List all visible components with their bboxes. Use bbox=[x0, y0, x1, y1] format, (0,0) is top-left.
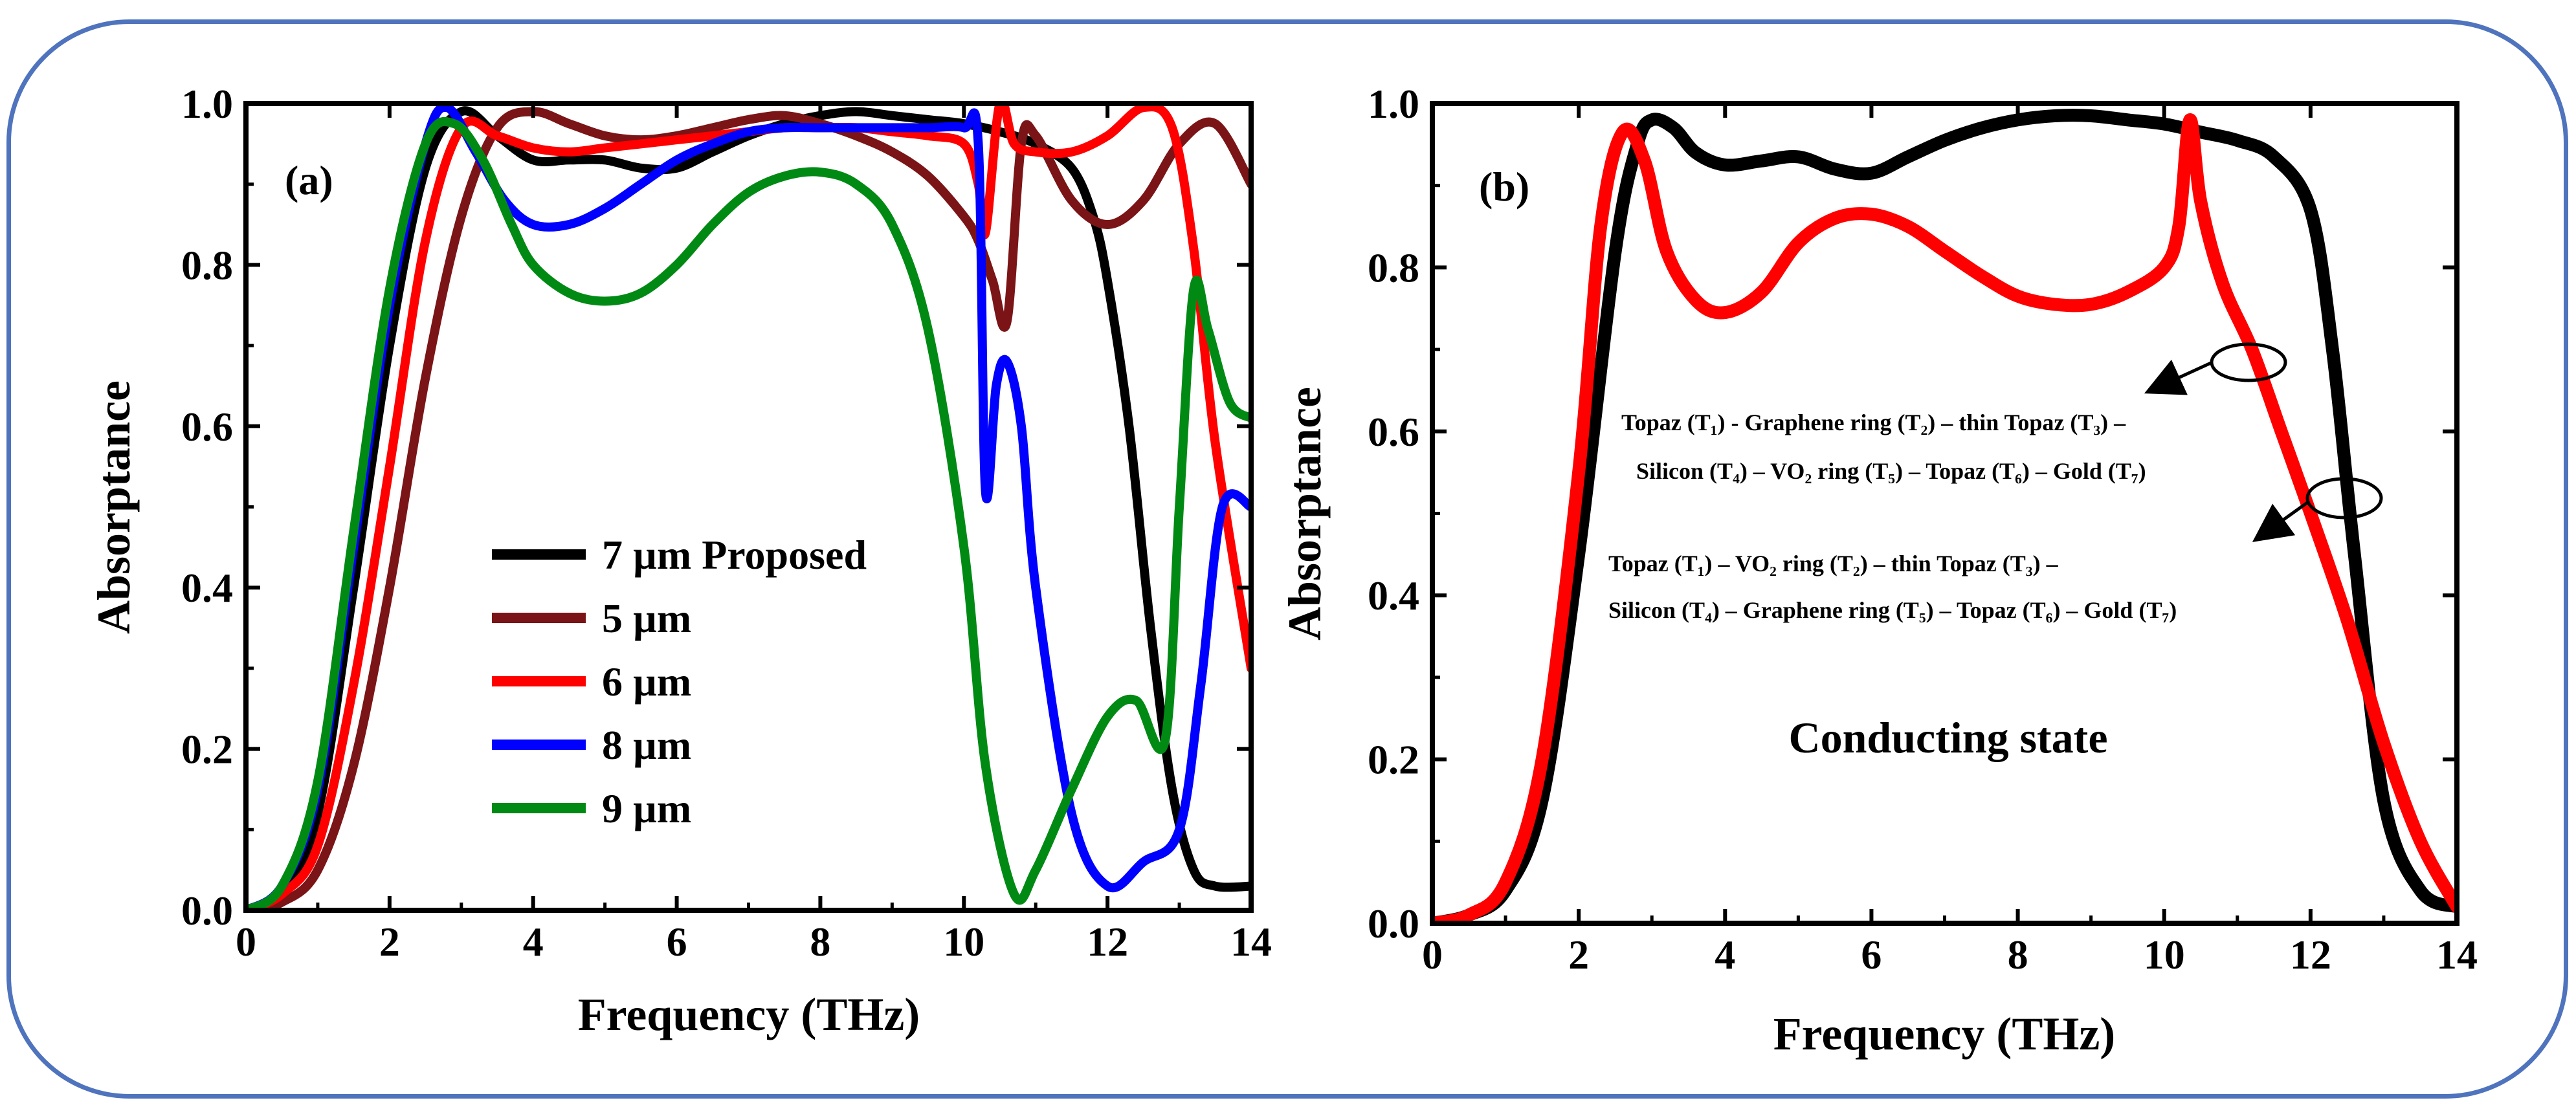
panel-b-x-tick-label: 10 bbox=[2144, 932, 2185, 978]
panel-a-y-tick-label: 0.6 bbox=[181, 404, 233, 450]
panel-a-series-4-line bbox=[246, 116, 1251, 913]
panel-a-x-tick-label: 4 bbox=[523, 919, 544, 965]
annotation-black-line-1: Topaz (T₁) - Graphene ring (T₂) – thin T… bbox=[1621, 410, 2126, 435]
legend-label-1: 5 µm bbox=[602, 595, 691, 641]
panel-a-x-tick-label: 8 bbox=[810, 919, 830, 965]
panel-b-x-tick-label: 8 bbox=[2008, 932, 2028, 978]
panel-a-x-tick-label: 2 bbox=[379, 919, 400, 965]
panel-b-curves bbox=[1432, 109, 2457, 926]
annotation-red-line-1: Topaz (T₁) – VO₂ ring (T₂) – thin Topaz … bbox=[1608, 551, 2059, 576]
panel-b-y-tick-label: 0.6 bbox=[1368, 409, 1419, 455]
callout-ellipse-red-curve bbox=[2305, 477, 2383, 520]
legend-label-4: 9 µm bbox=[602, 785, 691, 831]
panel-b-y-tick-label: 0.8 bbox=[1368, 245, 1419, 290]
panel-b-ticks: 0 2 4 6 8 10 12 14 0.0 0.2 0.4 0.6 0.8 1.0 bbox=[1368, 81, 2478, 978]
annotation-black-line-2: Silicon (T₄) – VO₂ ring (T₅) – Topaz (T₆… bbox=[1636, 458, 2146, 484]
conducting-state-label: Conducting state bbox=[1788, 713, 2107, 762]
figure-frame bbox=[6, 19, 2568, 1099]
panel-a-series-1-line bbox=[246, 107, 1251, 913]
panel-a-ticks: 0 2 4 6 8 10 12 14 0.0 0.2 0.4 0.6 0.8 1.0 bbox=[181, 81, 1272, 965]
panel-b-y-tick-label: 0.0 bbox=[1368, 901, 1419, 947]
legend-label-0: 7 µm Proposed bbox=[602, 532, 867, 578]
panel-a-x-tick-label: 6 bbox=[667, 919, 687, 965]
panel-a-x-tick-label: 0 bbox=[236, 919, 256, 965]
panel-a-y-tick-label: 0.2 bbox=[181, 727, 233, 773]
panel-b: 0 2 4 6 8 10 12 14 0.0 0.2 0.4 0.6 0.8 1.0 (b) Freque… bbox=[1279, 81, 2478, 1060]
panel-a-y-tick-label: 0.0 bbox=[181, 888, 233, 934]
panel-b-y-tick-label: 0.2 bbox=[1368, 737, 1419, 783]
panel-b-series-1-line bbox=[1432, 113, 2457, 926]
annotation-red-line-2: Silicon (T₄) – Graphene ring (T₅) – Topa… bbox=[1608, 597, 2177, 623]
panel-a: 0 2 4 6 8 10 12 14 0.0 0.2 0.4 0.6 0.8 1.0 (a) Freque… bbox=[88, 81, 1272, 1040]
panel-b-x-axis-title: Frequency (THz) bbox=[1773, 1008, 2116, 1060]
panel-b-y-tick-label: 0.4 bbox=[1368, 573, 1419, 619]
panel-b-x-tick-label: 4 bbox=[1715, 932, 1735, 978]
panel-a-label: (a) bbox=[285, 157, 333, 203]
panel-a-y-tick-label: 1.0 bbox=[181, 81, 233, 127]
panel-b-y-tick-label: 1.0 bbox=[1368, 81, 1419, 127]
panel-a-x-tick-label: 14 bbox=[1230, 919, 1272, 965]
panel-a-legend: 7 µm Proposed 5 µm 6 µm 8 µm 9 µm bbox=[492, 532, 867, 831]
panel-a-y-tick-label: 0.8 bbox=[181, 242, 233, 288]
panel-b-y-axis-title: Absorptance bbox=[1279, 387, 1331, 641]
panel-a-y-axis-title: Absorptance bbox=[88, 380, 140, 634]
panel-b-x-tick-label: 14 bbox=[2436, 932, 2478, 978]
panel-a-series-0-line bbox=[246, 106, 1251, 913]
callout-arrow-black-curve bbox=[2144, 359, 2214, 395]
panel-b-series-0-line bbox=[1432, 109, 2457, 926]
callout-arrow-red-curve bbox=[2252, 500, 2309, 542]
panel-b-label: (b) bbox=[1479, 164, 1529, 210]
panel-b-x-tick-label: 0 bbox=[1422, 932, 1443, 978]
panel-a-x-tick-label: 12 bbox=[1087, 919, 1128, 965]
legend-label-2: 6 µm bbox=[602, 659, 691, 705]
panel-b-x-tick-label: 2 bbox=[1568, 932, 1589, 978]
panel-a-y-tick-label: 0.4 bbox=[181, 565, 233, 611]
panel-a-x-axis-title: Frequency (THz) bbox=[578, 989, 920, 1040]
legend-label-3: 8 µm bbox=[602, 722, 691, 768]
panel-b-x-tick-label: 12 bbox=[2290, 932, 2331, 978]
panel-a-curves bbox=[246, 101, 1251, 913]
panel-b-x-tick-label: 6 bbox=[1861, 932, 1882, 978]
panel-a-x-tick-label: 10 bbox=[943, 919, 984, 965]
